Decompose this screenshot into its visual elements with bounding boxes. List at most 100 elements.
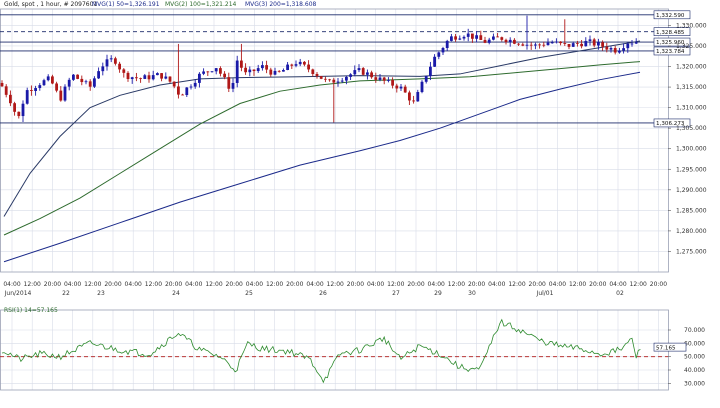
- candle-body: [63, 86, 67, 101]
- x-date-label: 26: [319, 290, 327, 297]
- candle-body: [567, 43, 571, 47]
- candle-body: [223, 73, 226, 78]
- x-time-label: 04:00: [306, 281, 323, 288]
- x-time-label: 04:00: [185, 281, 202, 288]
- candle-body: [101, 66, 105, 72]
- candle-body: [298, 61, 302, 65]
- candle-body: [340, 80, 344, 82]
- candle-body: [193, 82, 197, 87]
- x-time-label: 12:00: [630, 281, 647, 288]
- candle-body: [429, 66, 432, 77]
- mvg2-label: MVG(2) 100=1,321.214: [165, 1, 237, 8]
- x-time-label: 04:00: [428, 281, 445, 288]
- candle-body: [492, 36, 495, 40]
- x-time-label: 20:00: [104, 281, 121, 288]
- x-date-label: 02: [616, 290, 624, 297]
- candle-body: [517, 43, 520, 45]
- level-label: 1,328.485: [656, 30, 685, 36]
- x-date-label: 24: [172, 290, 180, 297]
- candle-body: [118, 63, 121, 70]
- candle-body: [479, 35, 483, 40]
- candle-body: [592, 39, 596, 46]
- candle-body: [609, 48, 613, 50]
- candle-body: [315, 73, 319, 77]
- candle-body: [626, 43, 630, 49]
- candle-body: [189, 86, 193, 88]
- candle-body: [336, 81, 340, 83]
- candle-body: [231, 82, 235, 89]
- x-date-label: Jun/2014: [4, 290, 32, 297]
- candle-body: [93, 78, 96, 87]
- level-label: 1,306.273: [656, 121, 685, 127]
- candle-body: [273, 70, 277, 75]
- candle-body: [122, 69, 126, 73]
- candle-body: [164, 76, 168, 79]
- candle-body: [51, 76, 54, 84]
- candle-body: [445, 40, 449, 49]
- x-date-label: 30: [468, 290, 476, 297]
- candle-body: [34, 88, 37, 91]
- y-tick-label: 1,295.000: [676, 166, 707, 173]
- rsi-panel: 70.000 60.000 50.000 40.000 30.000 57.165: [0, 318, 705, 387]
- candle-body: [277, 70, 281, 72]
- x-time-label: 20:00: [650, 281, 667, 288]
- x-time-label: 12:00: [205, 281, 222, 288]
- x-time-label: 12:00: [327, 281, 344, 288]
- candle-body: [546, 42, 550, 46]
- candle-body: [462, 36, 466, 39]
- x-time-label: 04:00: [488, 281, 505, 288]
- y-tick-label: 1,330.000: [676, 22, 707, 29]
- mvg2-line: [3, 61, 641, 236]
- candle-body: [525, 44, 529, 46]
- candle-body: [483, 39, 487, 43]
- candle-body: [38, 85, 42, 89]
- candle-body: [55, 83, 58, 91]
- candle-body: [420, 81, 424, 93]
- candle-body: [374, 77, 378, 80]
- x-time-label: 04:00: [3, 281, 20, 288]
- candle-body: [416, 92, 420, 102]
- candle-body: [487, 39, 491, 43]
- candle-body: [458, 38, 462, 40]
- x-time-label: 12:00: [84, 281, 101, 288]
- level-label: 1,332.590: [656, 13, 685, 19]
- x-time-label: 04:00: [246, 281, 263, 288]
- candle-body: [571, 43, 575, 47]
- candle-body: [454, 36, 457, 40]
- candle-body: [290, 64, 294, 66]
- candle-body: [328, 79, 331, 81]
- x-time-label: 04:00: [549, 281, 566, 288]
- x-date-label: 29: [434, 290, 442, 297]
- level-box: [653, 10, 691, 20]
- candle-body: [441, 48, 445, 53]
- candle-body: [0, 82, 4, 87]
- candle-body: [307, 64, 310, 70]
- candle-body: [424, 76, 428, 82]
- candle-body: [72, 74, 75, 80]
- candle-body: [177, 86, 180, 95]
- x-time-label: 20:00: [529, 281, 546, 288]
- candle-body: [202, 71, 205, 74]
- candle-body: [206, 71, 210, 73]
- candle-body: [265, 65, 268, 70]
- x-time-label: 12:00: [24, 281, 41, 288]
- candle-body: [151, 75, 155, 80]
- candle-body: [214, 68, 218, 72]
- candle-body: [601, 42, 604, 47]
- x-date-label: 25: [245, 290, 253, 297]
- mvg1-label: MVG(1) 50=1,326.191: [92, 1, 160, 8]
- x-time-label: 20:00: [286, 281, 303, 288]
- candle-body: [168, 76, 172, 82]
- candles: [0, 15, 638, 123]
- candle-body: [521, 44, 525, 46]
- axes: 1,330.000 1,325.000 1,320.000 1,315.000 1,31…: [3, 22, 706, 297]
- candle-body: [555, 41, 558, 43]
- x-time-label: 12:00: [387, 281, 404, 288]
- candle-body: [395, 85, 399, 89]
- candle-body: [550, 42, 554, 44]
- candle-body: [471, 33, 474, 39]
- candle-body: [109, 58, 113, 60]
- candle-body: [345, 76, 348, 81]
- price-frame: [0, 8, 669, 273]
